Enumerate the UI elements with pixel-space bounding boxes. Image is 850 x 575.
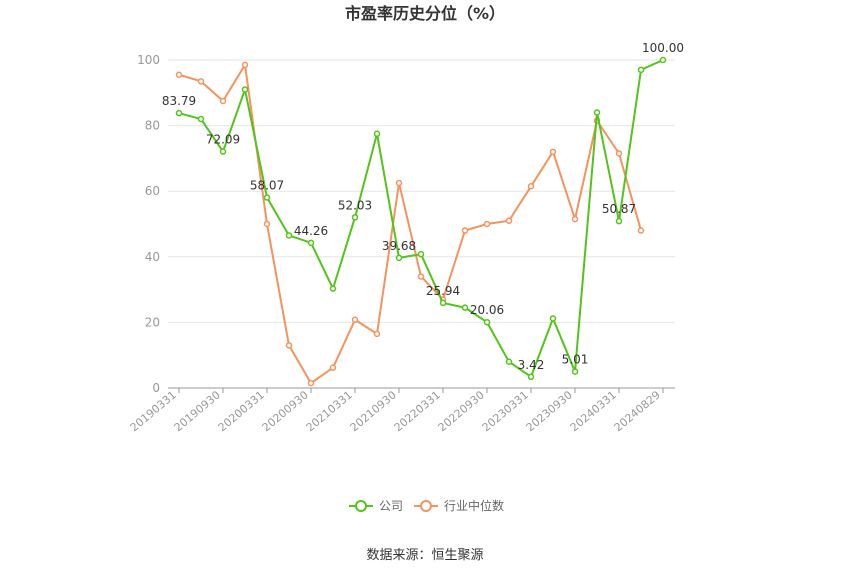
series-1-point-3 [241,61,249,69]
series-0-point-20 [615,217,623,225]
legend-industry-marker [420,500,432,512]
data-source: 数据来源：恒生聚源 [366,548,483,563]
x-tick-label-20200930: 20200930 [260,388,311,434]
series-1-point-16 [527,183,535,190]
y-tick-label-100: 100 [137,53,160,67]
series-0-point-17 [549,315,557,322]
series-line-1 [178,63,642,385]
series-1-point-7 [329,364,337,371]
data-label-4: 58.07 [250,179,284,193]
series-0-point-0 [175,109,183,117]
data-labels: 83.79 72.09 58.07 44.26 52.03 39.68 25.94 20.06… [162,41,684,372]
series-0-point-5 [285,232,293,239]
chart-title: 市盈率历史分位（%） [345,4,505,23]
series-1-point-14 [483,220,491,228]
series-1-point-15 [505,217,513,224]
series-0-point-7 [329,285,337,292]
series-0-point-3 [241,86,249,93]
legend-company-label: 公司 [379,499,403,513]
x-tick-label-20230930: 20230930 [524,388,575,434]
series-1-point-8 [351,316,359,324]
series-0-point-6 [307,239,315,247]
series-1-point-5 [285,342,293,349]
x-tick-label-20220331: 20220331 [392,388,443,434]
data-label-0: 83.79 [162,94,196,108]
series-0-point-10 [395,254,403,262]
y-tick-label-80: 80 [145,119,160,133]
series-1-point-9 [373,330,381,338]
series-1-point-10 [395,179,403,187]
series-0-point-18 [571,368,579,375]
legend-company-marker [355,500,367,512]
series-0-point-12 [439,299,447,307]
x-tick-label-20220930: 20220930 [436,388,487,434]
series-1-point-13 [461,227,469,234]
data-label-16: 3.42 [518,358,545,372]
y-tick-label-60: 60 [145,184,160,198]
series-0-point-1 [197,115,205,123]
series-layer [175,56,667,387]
series-1-point-1 [197,78,205,85]
data-label-8: 52.03 [338,198,372,212]
x-tick-label-20210331: 20210331 [304,388,355,434]
series-0-point-9 [373,130,381,138]
series-0-point-14 [483,318,491,326]
data-label-22: 100.00 [642,41,684,55]
x-tick-label-20190331: 20190331 [128,388,179,434]
data-label-18: 5.01 [562,353,589,367]
grid [168,59,675,323]
data-label-14: 20.06 [470,303,504,317]
series-0-point-16 [527,373,535,381]
data-label-12: 25.94 [426,284,460,298]
series-1-point-11 [417,273,425,280]
series-0-point-21 [637,66,645,74]
legend-item-industry[interactable]: 行业中位数 [414,498,504,513]
series-1-point-4 [263,220,271,228]
y-axis-ticks: 0 20 40 60 80 100 [137,53,160,395]
x-tick-label-20210930: 20210930 [348,388,399,434]
series-1-point-17 [549,148,557,156]
x-axis-ticks: 2019033120190930202003312020093020210331… [128,388,664,434]
data-label-10: 39.68 [382,239,416,253]
series-1-point-20 [615,150,623,157]
y-tick-label-0: 0 [152,381,160,395]
series-0-point-4 [263,194,271,201]
y-tick-label-40: 40 [145,250,160,264]
series-0-point-11 [417,250,425,258]
series-0-point-19 [593,109,601,116]
x-tick-label-20200331: 20200331 [216,388,267,434]
series-0-point-15 [505,358,513,366]
legend-industry-label: 行业中位数 [444,498,504,513]
x-tick-label-20230331: 20230331 [480,388,531,434]
series-1-point-6 [307,379,315,387]
series-0-point-2 [219,148,227,155]
series-0-point-8 [351,214,359,221]
series-0-point-22 [659,56,667,64]
x-tick-label-20240829: 20240829 [612,388,663,434]
series-1-point-2 [219,97,227,105]
x-tick-label-20240331: 20240331 [568,388,619,434]
y-tick-label-20: 20 [145,315,160,329]
series-0-point-13 [461,304,469,311]
data-label-20: 50.87 [602,202,636,216]
series-1-point-0 [175,71,183,79]
x-tick-label-20190930: 20190930 [172,388,223,434]
data-label-2: 72.09 [206,133,240,147]
legend[interactable]: 公司 行业中位数 [349,498,504,513]
series-1-point-21 [637,227,645,234]
series-1-point-18 [571,215,579,223]
legend-item-company[interactable]: 公司 [349,499,403,513]
data-label-6: 44.26 [294,224,328,238]
